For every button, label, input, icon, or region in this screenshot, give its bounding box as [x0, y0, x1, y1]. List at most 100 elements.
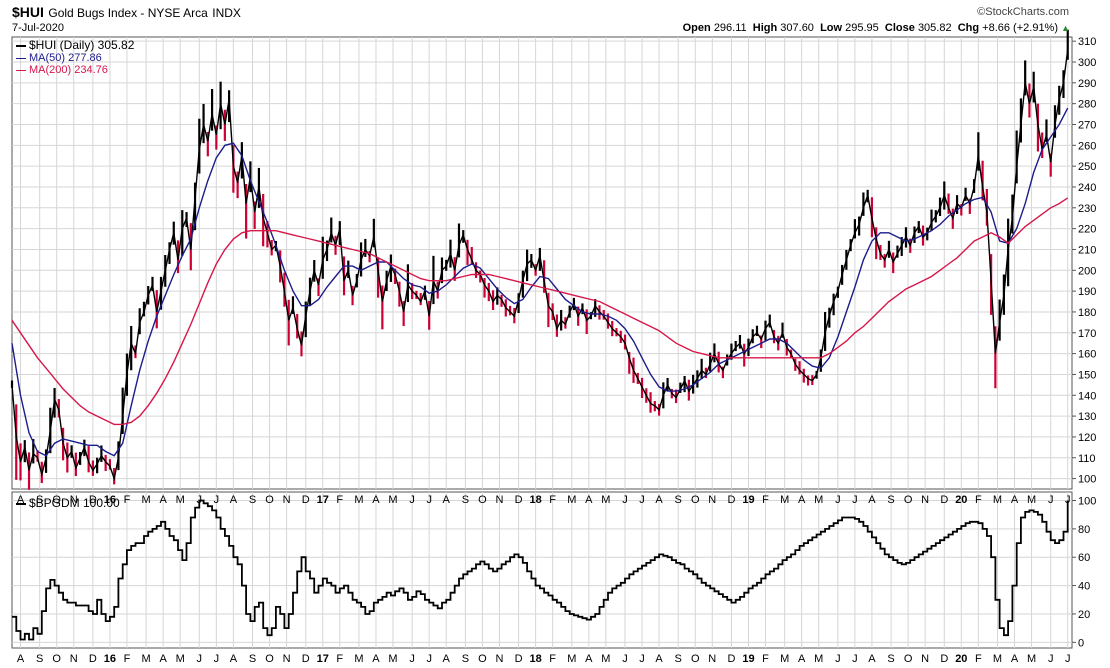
- price-xtick-label: J: [214, 494, 220, 506]
- indicator-xtick-label: A: [230, 653, 238, 665]
- price-ytick-label: 240: [1078, 182, 1096, 194]
- price-xtick-label: A: [443, 494, 451, 506]
- indicator-xtick-label: A: [868, 653, 876, 665]
- chg-label: Chg: [957, 22, 980, 34]
- indicator-xtick-label: N: [283, 653, 291, 665]
- price-close-line: [11, 49, 1069, 482]
- series-layer: [10, 29, 1069, 641]
- price-xtick-label: J: [622, 494, 628, 506]
- indicator-xtick-label: A: [372, 653, 380, 665]
- legend-ma200: MA(200) 234.76: [16, 64, 134, 76]
- indicator-xtick-label: M: [176, 653, 185, 665]
- indicator-xtick-label: M: [142, 653, 151, 665]
- open-value: 296.11: [713, 22, 747, 34]
- price-xtick-label: M: [814, 494, 823, 506]
- legend-bpgdm-text: $BPGDM 100.00: [29, 496, 120, 510]
- indicator-xtick-label: 20: [955, 653, 967, 665]
- grid-layer: [12, 37, 1072, 648]
- price-xtick-label: M: [601, 494, 610, 506]
- indicator-xtick-label: N: [70, 653, 78, 665]
- indicator-xtick-label: M: [780, 653, 789, 665]
- high-value: 307.60: [780, 22, 814, 34]
- indicator-ytick-label: 40: [1078, 581, 1090, 593]
- indicator-ytick-label: 80: [1078, 524, 1090, 536]
- indicator-xtick-label: 16: [104, 653, 116, 665]
- indicator-xtick-label: J: [426, 653, 432, 665]
- price-xtick-label: O: [52, 494, 61, 506]
- indicator-legend: $BPGDM 100.00: [16, 497, 120, 510]
- legend-ma50: MA(50) 277.86: [16, 52, 134, 64]
- indicator-xtick-label: S: [36, 653, 43, 665]
- indicator-xtick-label: M: [1027, 653, 1036, 665]
- indicator-xtick-label: J: [1048, 653, 1054, 665]
- indicator-xtick-label: O: [904, 653, 913, 665]
- indicator-xtick-label: D: [89, 653, 97, 665]
- low-value: 295.95: [845, 22, 879, 34]
- indicator-xtick-label: M: [601, 653, 610, 665]
- price-xtick-label: M: [176, 494, 185, 506]
- price-xtick-label: A: [798, 494, 806, 506]
- copyright-icon: ©: [977, 6, 986, 18]
- high-label: High: [752, 22, 778, 34]
- price-xtick-label: N: [495, 494, 503, 506]
- price-ytick-label: 220: [1078, 224, 1096, 236]
- indicator-xtick-label: O: [478, 653, 487, 665]
- price-xtick-label: O: [691, 494, 700, 506]
- indicator-xtick-label: J: [639, 653, 645, 665]
- indicator-xtick-label: J: [409, 653, 415, 665]
- indicator-xtick-label: J: [1065, 653, 1071, 665]
- price-ytick-label: 290: [1078, 78, 1096, 90]
- indicator-xtick-label: O: [691, 653, 700, 665]
- price-xtick-label: S: [887, 494, 894, 506]
- indicator-xtick-label: M: [354, 653, 363, 665]
- price-ytick-label: 160: [1078, 349, 1096, 361]
- price-xtick-label: 19: [742, 494, 754, 506]
- indicator-ytick-label: 0: [1078, 637, 1084, 649]
- price-xtick-label: S: [36, 494, 43, 506]
- indicator-xtick-label: O: [52, 653, 61, 665]
- price-xtick-label: D: [940, 494, 948, 506]
- indicator-xtick-label: A: [798, 653, 806, 665]
- price-xtick-label: F: [762, 494, 769, 506]
- price-xtick-label: J: [409, 494, 415, 506]
- price-xtick-label: A: [230, 494, 238, 506]
- indicator-xtick-label: A: [159, 653, 167, 665]
- indicator-xtick-label: J: [197, 653, 203, 665]
- price-xtick-label: M: [1027, 494, 1036, 506]
- indicator-xtick-label: F: [975, 653, 982, 665]
- price-ytick-label: 110: [1078, 453, 1096, 465]
- indicator-xtick-label: A: [17, 653, 25, 665]
- indicator-xtick-label: J: [622, 653, 628, 665]
- watermark-text: StockCharts.com: [985, 6, 1069, 18]
- price-legend: $HUI (Daily) 305.82 MA(50) 277.86 MA(200…: [16, 39, 134, 76]
- close-label: Close: [884, 22, 915, 34]
- price-ytick-label: 150: [1078, 369, 1096, 381]
- price-xtick-label: A: [655, 494, 663, 506]
- indicator-xtick-label: A: [443, 653, 451, 665]
- price-xtick-label: M: [388, 494, 397, 506]
- price-xtick-label: 18: [529, 494, 541, 506]
- indicator-xtick-label: M: [567, 653, 576, 665]
- price-xtick-label: O: [904, 494, 913, 506]
- price-xtick-label: J: [852, 494, 858, 506]
- indicator-xtick-label: 19: [742, 653, 754, 665]
- indicator-xtick-label: S: [887, 653, 894, 665]
- price-xtick-label: J: [639, 494, 645, 506]
- price-xtick-label: F: [975, 494, 982, 506]
- price-xtick-label: M: [567, 494, 576, 506]
- indicator-xtick-label: O: [265, 653, 274, 665]
- indicator-xtick-label: D: [515, 653, 523, 665]
- price-xtick-label: O: [478, 494, 487, 506]
- price-xtick-label: 20: [955, 494, 967, 506]
- price-panel-frame: [11, 36, 1073, 490]
- price-ytick-label: 270: [1078, 119, 1096, 131]
- price-xtick-label: J: [1048, 494, 1054, 506]
- price-ytick-label: 190: [1078, 286, 1096, 298]
- up-arrow-icon: ▲: [1061, 23, 1070, 33]
- axis-layer: 1001101201301401501601701801902002102202…: [17, 36, 1097, 665]
- legend-ma200-swatch: [16, 69, 26, 71]
- price-ytick-label: 260: [1078, 140, 1096, 152]
- price-xtick-label: F: [549, 494, 556, 506]
- price-xtick-label: N: [70, 494, 78, 506]
